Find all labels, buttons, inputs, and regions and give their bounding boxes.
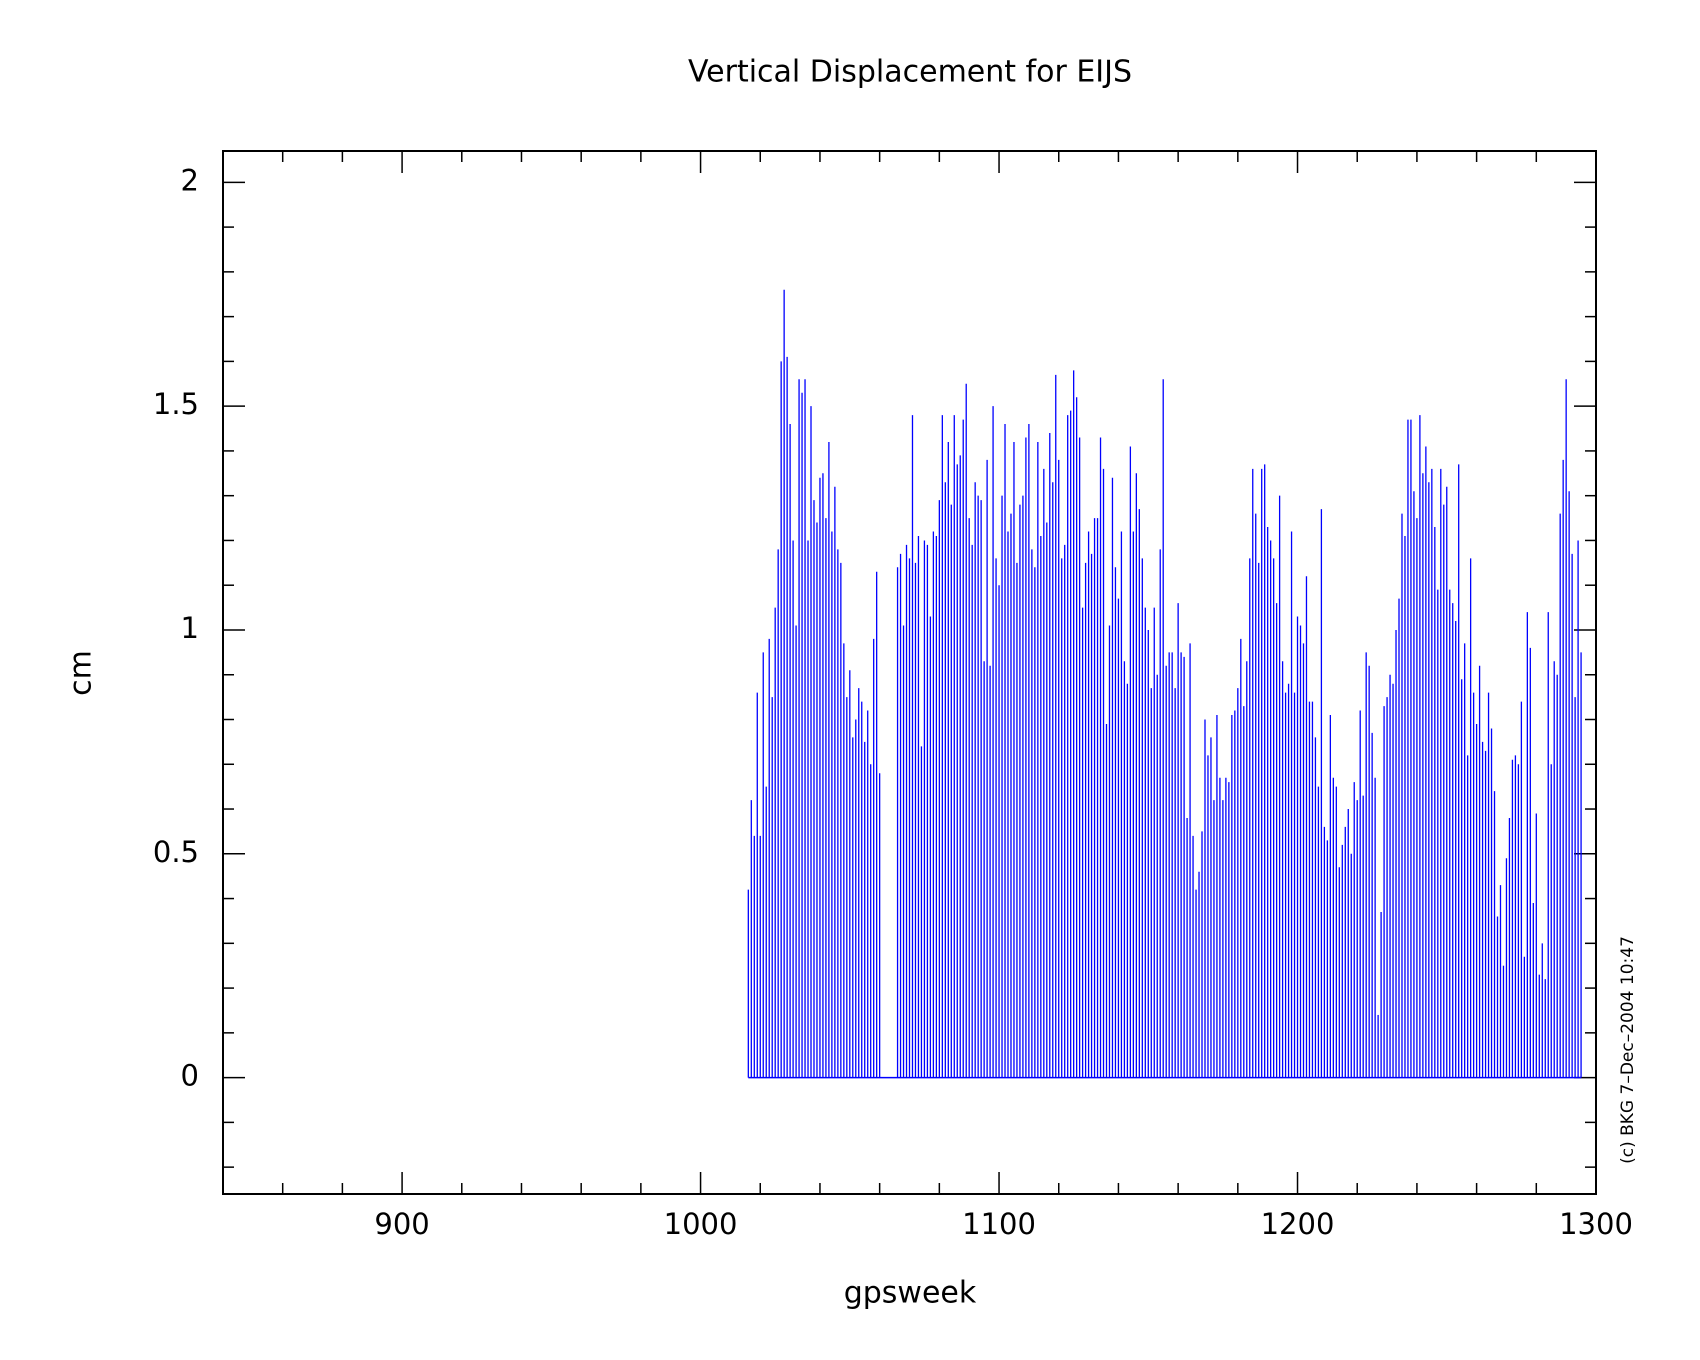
y-tick-label: 2 bbox=[181, 163, 199, 197]
x-tick-label: 1200 bbox=[1261, 1207, 1335, 1241]
x-tick-label: 1100 bbox=[962, 1207, 1036, 1241]
y-tick-label: 0.5 bbox=[153, 835, 199, 869]
x-tick-label: 900 bbox=[374, 1207, 429, 1241]
x-tick-label: 1300 bbox=[1559, 1207, 1633, 1241]
chart-title: Vertical Displacement for EIJS bbox=[688, 55, 1132, 90]
plot-frame bbox=[222, 150, 1597, 1195]
footnote: (c) BKG 7–Dec–2004 10:47 bbox=[1618, 936, 1638, 1164]
x-tick-label: 1000 bbox=[664, 1207, 738, 1241]
y-axis-label: cm bbox=[64, 650, 99, 696]
y-tick-label: 0 bbox=[181, 1059, 199, 1093]
y-tick-label: 1 bbox=[181, 611, 199, 645]
y-tick-label: 1.5 bbox=[153, 387, 199, 421]
x-axis-label: gpsweek bbox=[844, 1276, 977, 1311]
